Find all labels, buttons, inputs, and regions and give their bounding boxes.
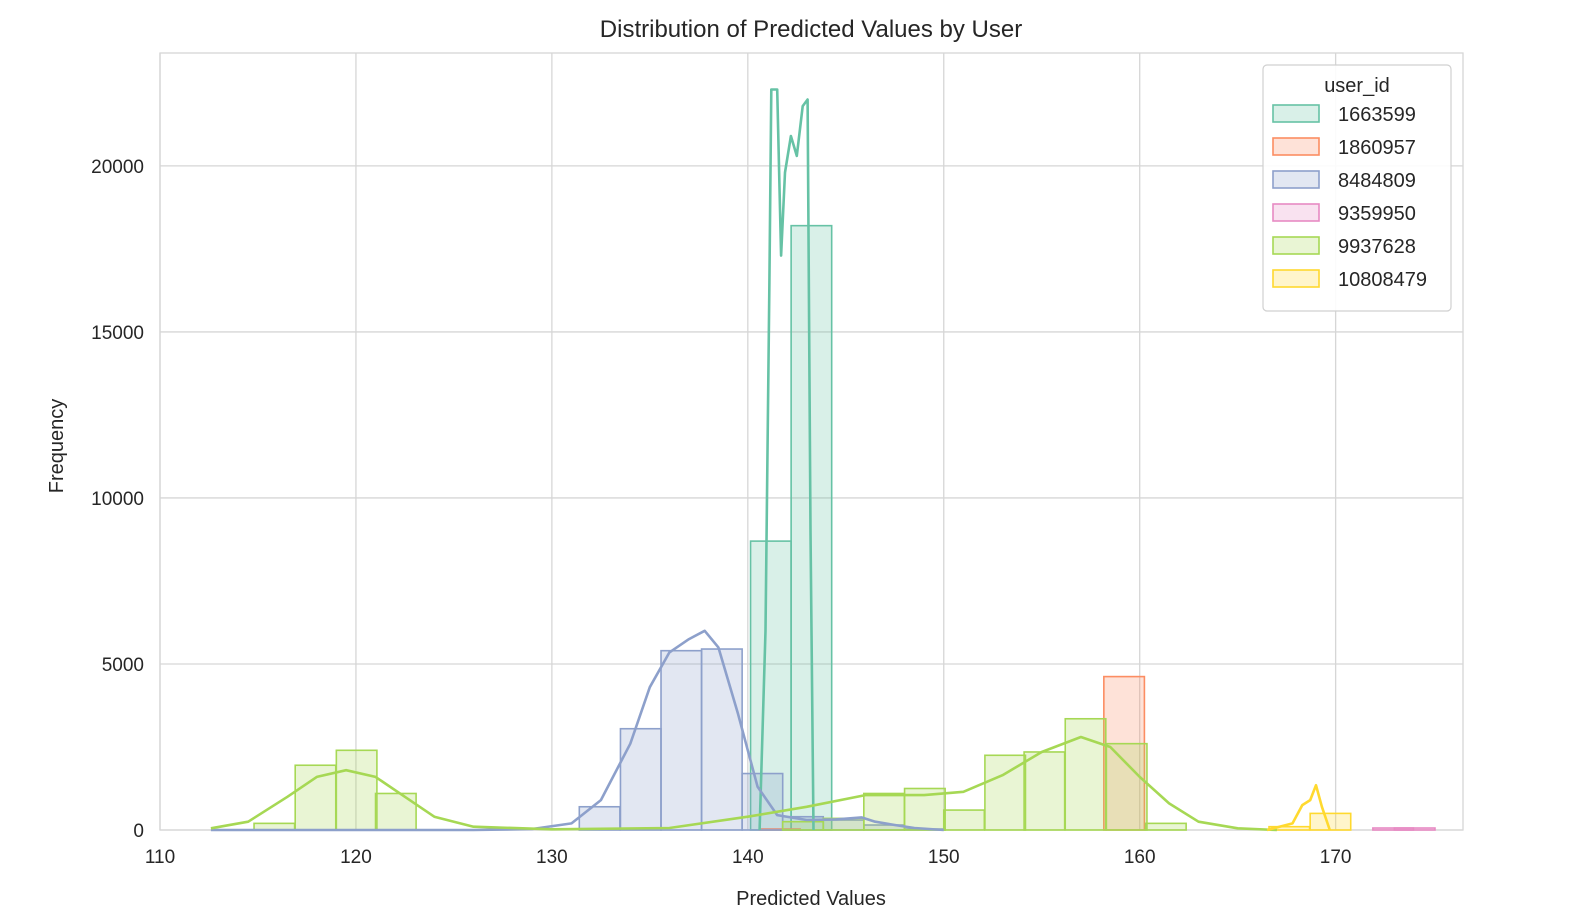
legend-swatch-9937628: [1272, 236, 1320, 255]
legend-label-1663599: 1663599: [1338, 104, 1416, 126]
histogram-bar-1860957: [1103, 675, 1146, 831]
x-tick-label: 160: [1124, 847, 1156, 868]
x-tick-label: 120: [340, 847, 372, 868]
legend-label-10808479: 10808479: [1338, 269, 1427, 291]
legend-swatch-10808479: [1272, 269, 1320, 288]
kde-line-8484809: [210, 629, 944, 832]
x-tick-label: 140: [732, 847, 764, 868]
histogram-bar-9359950: [1372, 827, 1415, 831]
kde-line-1663599: [758, 88, 815, 831]
histogram-bar-8484809: [578, 805, 621, 831]
legend-label-9937628: 9937628: [1338, 236, 1416, 258]
histogram-bar-9937628: [942, 809, 986, 831]
y-tick-label: 0: [133, 821, 144, 842]
legend-label-1860957: 1860957: [1338, 137, 1416, 159]
y-tick-label: 5000: [102, 655, 144, 676]
legend-box: [1262, 64, 1452, 312]
legend-swatch-1860957: [1272, 137, 1320, 156]
chart-title: Distribution of Predicted Values by User: [600, 16, 1022, 43]
y-tick-label: 10000: [91, 489, 144, 510]
y-tick-label: 15000: [91, 323, 144, 344]
histogram-bar-8484809: [700, 648, 743, 831]
x-tick-label: 110: [145, 847, 175, 868]
x-axis-title: Predicted Values: [736, 888, 886, 910]
histogram-bar-9359950: [1393, 827, 1436, 831]
histogram-bar-9937628: [984, 754, 1027, 831]
histogram-bar-10808479: [1309, 812, 1352, 831]
histogram-bar-9937628: [1105, 742, 1148, 831]
kde-line-10808479: [1266, 783, 1332, 832]
legend-swatch-9359950: [1272, 203, 1320, 222]
x-tick-label: 130: [536, 847, 568, 868]
histogram-bar-8484809: [660, 649, 703, 831]
x-tick-label: 170: [1320, 847, 1352, 868]
histogram-bar-8484809: [619, 727, 662, 831]
y-axis-title: Frequency: [46, 399, 68, 494]
histogram-bar-9937628: [1064, 717, 1107, 831]
histogram-bar-9937628: [335, 749, 378, 831]
histogram-bar-9937628: [781, 820, 825, 831]
legend-swatch-8484809: [1272, 170, 1320, 189]
legend-label-8484809: 8484809: [1338, 170, 1416, 192]
legend-swatch-1663599: [1272, 104, 1320, 123]
histogram-bar-9937628: [1144, 822, 1187, 831]
histogram-bar-9937628: [1023, 751, 1066, 831]
legend-label-9359950: 9359950: [1338, 203, 1416, 225]
x-tick-label: 150: [928, 847, 960, 868]
kde-line-9937628: [210, 735, 1277, 832]
histogram-bar-8484809: [741, 772, 784, 831]
legend-title: user_id: [1324, 75, 1390, 97]
y-tick-label: 20000: [91, 157, 144, 178]
